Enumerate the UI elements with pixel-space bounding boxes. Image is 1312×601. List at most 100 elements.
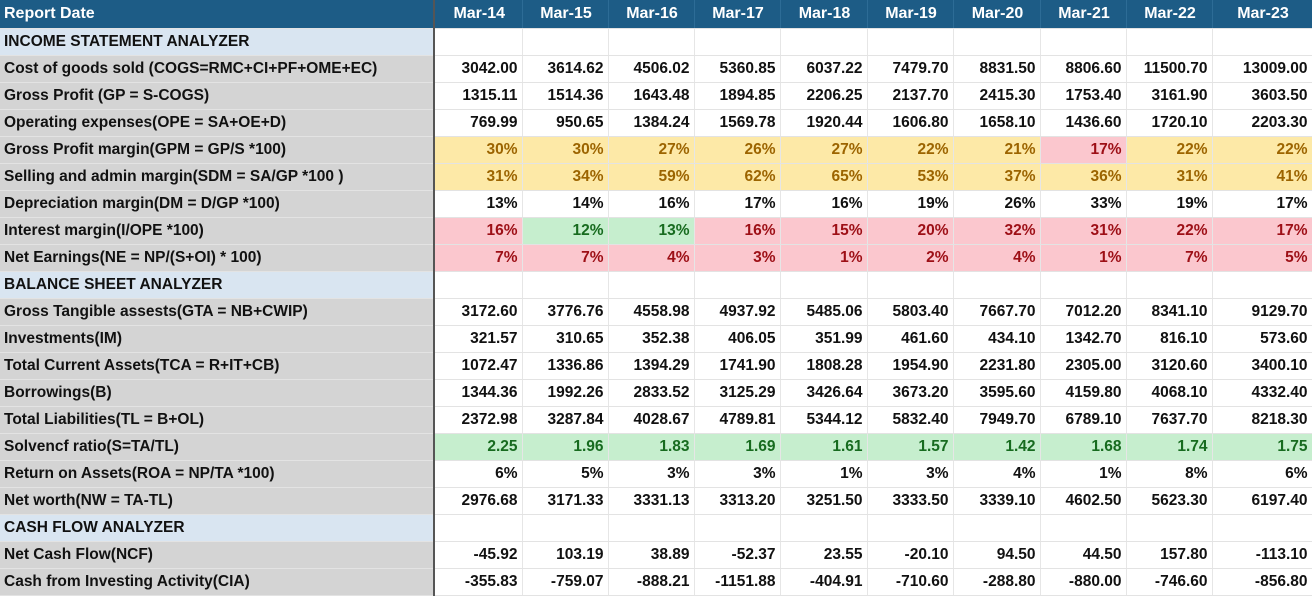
- value-cell[interactable]: 5%: [1212, 244, 1312, 272]
- value-cell[interactable]: 26%: [694, 136, 781, 164]
- value-cell[interactable]: 3776.76: [522, 298, 609, 326]
- value-cell[interactable]: 22%: [1212, 136, 1312, 164]
- value-cell[interactable]: 16%: [434, 217, 523, 245]
- value-cell[interactable]: 321.57: [434, 325, 523, 353]
- row-label[interactable]: Cash from Investing Activity(CIA): [0, 568, 435, 596]
- value-cell[interactable]: 1643.48: [608, 82, 695, 110]
- value-cell[interactable]: 2.25: [434, 433, 523, 461]
- value-cell[interactable]: 23.55: [780, 541, 868, 569]
- value-cell[interactable]: 20%: [867, 217, 954, 245]
- section-title[interactable]: INCOME STATEMENT ANALYZER: [0, 28, 435, 56]
- value-cell[interactable]: 3%: [694, 244, 781, 272]
- value-cell[interactable]: 2415.30: [953, 82, 1041, 110]
- value-cell[interactable]: 816.10: [1126, 325, 1213, 353]
- value-cell[interactable]: 1.61: [780, 433, 868, 461]
- value-cell[interactable]: 2231.80: [953, 352, 1041, 380]
- value-cell[interactable]: 9129.70: [1212, 298, 1312, 326]
- value-cell[interactable]: -52.37: [694, 541, 781, 569]
- value-cell[interactable]: 4602.50: [1040, 487, 1127, 515]
- value-cell[interactable]: 4789.81: [694, 406, 781, 434]
- value-cell[interactable]: 4%: [953, 244, 1041, 272]
- section-title[interactable]: CASH FLOW ANALYZER: [0, 514, 435, 542]
- value-cell[interactable]: 22%: [1126, 217, 1213, 245]
- value-cell[interactable]: 22%: [867, 136, 954, 164]
- value-cell[interactable]: 1%: [780, 460, 868, 488]
- value-cell[interactable]: 351.99: [780, 325, 868, 353]
- value-cell[interactable]: 26%: [953, 190, 1041, 218]
- value-cell[interactable]: -746.60: [1126, 568, 1213, 596]
- row-label[interactable]: Selling and admin margin(SDM = SA/GP *10…: [0, 163, 435, 191]
- empty-cell[interactable]: [1040, 28, 1127, 56]
- value-cell[interactable]: 5%: [522, 460, 609, 488]
- value-cell[interactable]: 3400.10: [1212, 352, 1312, 380]
- value-cell[interactable]: 3595.60: [953, 379, 1041, 407]
- value-cell[interactable]: 17%: [1212, 217, 1312, 245]
- row-label[interactable]: Interest margin(I/OPE *100): [0, 217, 435, 245]
- year-header[interactable]: Mar-19: [867, 0, 954, 29]
- value-cell[interactable]: 13%: [434, 190, 523, 218]
- empty-cell[interactable]: [608, 271, 695, 299]
- value-cell[interactable]: 5485.06: [780, 298, 868, 326]
- value-cell[interactable]: 1954.90: [867, 352, 954, 380]
- value-cell[interactable]: 8%: [1126, 460, 1213, 488]
- value-cell[interactable]: 8218.30: [1212, 406, 1312, 434]
- row-label[interactable]: Net Earnings(NE = NP/(S+OI) * 100): [0, 244, 435, 272]
- value-cell[interactable]: 3339.10: [953, 487, 1041, 515]
- value-cell[interactable]: 3%: [867, 460, 954, 488]
- value-cell[interactable]: 22%: [1126, 136, 1213, 164]
- value-cell[interactable]: 4937.92: [694, 298, 781, 326]
- value-cell[interactable]: 5832.40: [867, 406, 954, 434]
- value-cell[interactable]: 7949.70: [953, 406, 1041, 434]
- value-cell[interactable]: 3614.62: [522, 55, 609, 83]
- value-cell[interactable]: 1.68: [1040, 433, 1127, 461]
- value-cell[interactable]: 1344.36: [434, 379, 523, 407]
- value-cell[interactable]: 6789.10: [1040, 406, 1127, 434]
- value-cell[interactable]: 27%: [780, 136, 868, 164]
- value-cell[interactable]: 3161.90: [1126, 82, 1213, 110]
- value-cell[interactable]: 12%: [522, 217, 609, 245]
- value-cell[interactable]: 1%: [1040, 244, 1127, 272]
- value-cell[interactable]: 15%: [780, 217, 868, 245]
- value-cell[interactable]: 1920.44: [780, 109, 868, 137]
- value-cell[interactable]: 1514.36: [522, 82, 609, 110]
- value-cell[interactable]: 310.65: [522, 325, 609, 353]
- row-label[interactable]: Investments(IM): [0, 325, 435, 353]
- value-cell[interactable]: 3%: [694, 460, 781, 488]
- value-cell[interactable]: 1315.11: [434, 82, 523, 110]
- value-cell[interactable]: 31%: [1040, 217, 1127, 245]
- value-cell[interactable]: 1%: [1040, 460, 1127, 488]
- value-cell[interactable]: 3172.60: [434, 298, 523, 326]
- value-cell[interactable]: 2976.68: [434, 487, 523, 515]
- value-cell[interactable]: 6037.22: [780, 55, 868, 83]
- value-cell[interactable]: 1436.60: [1040, 109, 1127, 137]
- value-cell[interactable]: 4%: [608, 244, 695, 272]
- empty-cell[interactable]: [434, 28, 523, 56]
- value-cell[interactable]: 1342.70: [1040, 325, 1127, 353]
- row-label[interactable]: Net Cash Flow(NCF): [0, 541, 435, 569]
- value-cell[interactable]: 1741.90: [694, 352, 781, 380]
- value-cell[interactable]: 434.10: [953, 325, 1041, 353]
- value-cell[interactable]: 59%: [608, 163, 695, 191]
- value-cell[interactable]: 1072.47: [434, 352, 523, 380]
- empty-cell[interactable]: [694, 271, 781, 299]
- row-label[interactable]: Depreciation margin(DM = D/GP *100): [0, 190, 435, 218]
- report-date-header[interactable]: Report Date: [0, 0, 435, 29]
- value-cell[interactable]: 4506.02: [608, 55, 695, 83]
- value-cell[interactable]: 1808.28: [780, 352, 868, 380]
- value-cell[interactable]: 19%: [1126, 190, 1213, 218]
- value-cell[interactable]: 4332.40: [1212, 379, 1312, 407]
- empty-cell[interactable]: [780, 514, 868, 542]
- value-cell[interactable]: 17%: [694, 190, 781, 218]
- value-cell[interactable]: 7%: [1126, 244, 1213, 272]
- value-cell[interactable]: 2137.70: [867, 82, 954, 110]
- value-cell[interactable]: -759.07: [522, 568, 609, 596]
- row-label[interactable]: Total Current Assets(TCA = R+IT+CB): [0, 352, 435, 380]
- row-label[interactable]: Cost of goods sold (COGS=RMC+CI+PF+OME+E…: [0, 55, 435, 83]
- value-cell[interactable]: 34%: [522, 163, 609, 191]
- empty-cell[interactable]: [608, 28, 695, 56]
- value-cell[interactable]: 53%: [867, 163, 954, 191]
- value-cell[interactable]: 65%: [780, 163, 868, 191]
- value-cell[interactable]: 3603.50: [1212, 82, 1312, 110]
- value-cell[interactable]: 1606.80: [867, 109, 954, 137]
- value-cell[interactable]: 1394.29: [608, 352, 695, 380]
